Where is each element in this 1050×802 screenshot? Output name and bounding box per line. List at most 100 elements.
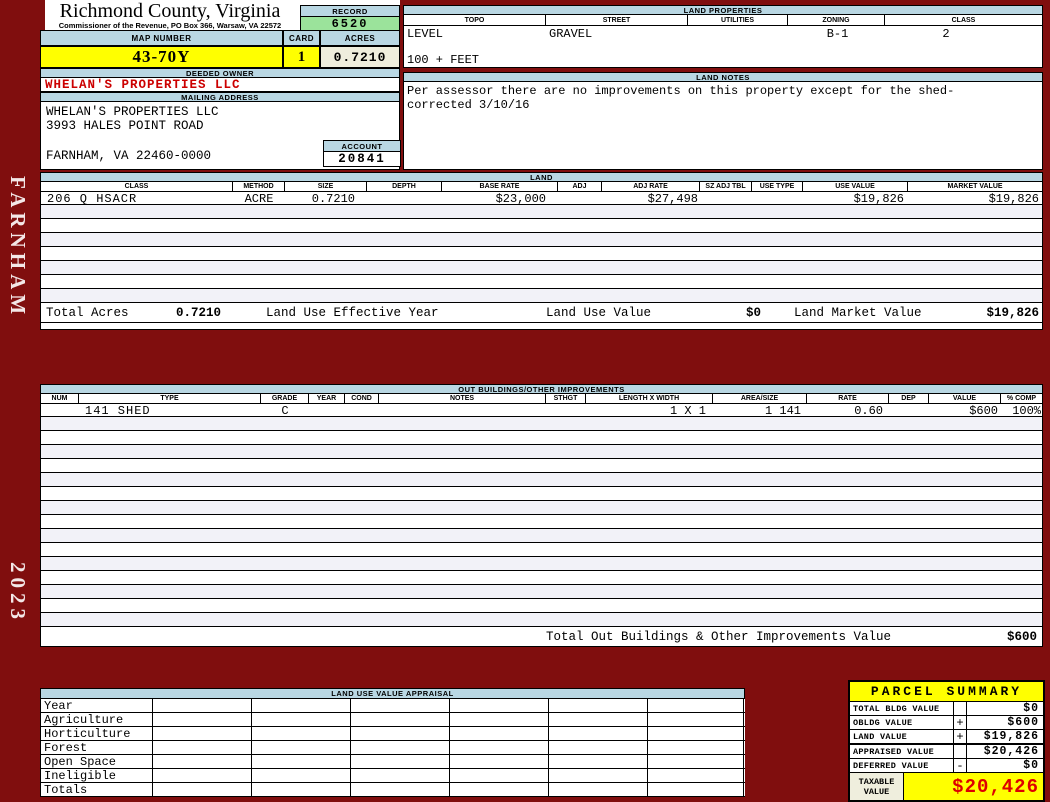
address-line-1: WHELAN'S PROPERTIES LLC <box>46 105 219 119</box>
out-buildings-section: OUT BUILDINGS/OTHER IMPROVEMENTS NUM TYP… <box>40 384 1043 647</box>
col-header-sz-adj-tbl: SZ ADJ TBL <box>700 182 752 191</box>
ps-taxable-row: TAXABLE VALUE $20,426 <box>850 773 1043 800</box>
out-buildings-empty-rows <box>40 417 1043 627</box>
col-header-zoning: ZONING <box>788 15 885 25</box>
card-value: 1 <box>283 46 320 68</box>
ps-value-land: $19,826 <box>983 730 1039 743</box>
col-header-size: SIZE <box>285 182 367 191</box>
col-header-grade: GRADE <box>261 394 309 403</box>
col-header-base-rate: BASE RATE <box>442 182 558 191</box>
col-header-type: TYPE <box>79 394 261 403</box>
land-empty-rows <box>40 205 1043 303</box>
col-header-class: CLASS <box>41 182 233 191</box>
lua-label-totals: Totals <box>41 783 153 796</box>
land-properties-values: LEVEL GRAVEL B-1 2 100 + FEET <box>403 26 1043 68</box>
col-header-length-width: LENGTH X WIDTH <box>586 394 713 403</box>
lua-row-agriculture: Agriculture <box>40 713 745 727</box>
ps-row-obldg: OBLDG VALUE + $600 <box>850 716 1043 730</box>
record-value: 6520 <box>300 16 400 31</box>
land-properties-headers: TOPO STREET UTILITIES ZONING CLASS <box>403 15 1043 26</box>
ps-label-obldg: OBLDG VALUE <box>850 716 954 729</box>
ps-label-land: LAND VALUE <box>850 730 954 743</box>
ps-row-deferred: DEFERRED VALUE - $0 <box>850 759 1043 773</box>
ps-op-appraised <box>954 745 967 758</box>
lua-label-horticulture: Horticulture <box>41 727 153 740</box>
ps-label-appraised: APPRAISED VALUE <box>850 745 954 758</box>
map-number-value: 43-70Y <box>40 46 283 68</box>
col-header-depth: DEPTH <box>367 182 442 191</box>
acres-value: 0.7210 <box>320 46 400 68</box>
col-header-area-size: AREA/SIZE <box>713 394 807 403</box>
col-header-rate: RATE <box>807 394 889 403</box>
card-label: CARD <box>283 30 320 46</box>
col-header-class: CLASS <box>951 16 976 24</box>
total-acres-value: 0.7210 <box>176 306 222 320</box>
land-method: ACRE <box>244 192 274 206</box>
ps-label-deferred: DEFERRED VALUE <box>850 759 954 772</box>
col-header-adj-rate: ADJ RATE <box>602 182 700 191</box>
col-header-value: VALUE <box>929 394 1001 403</box>
land-properties-section: LAND PROPERTIES TOPO STREET UTILITIES ZO… <box>403 5 1043 68</box>
account-value: 20841 <box>323 152 401 167</box>
land-totals-row: Total Acres 0.7210 Land Use Effective Ye… <box>40 303 1043 323</box>
lua-row-forest: Forest <box>40 741 745 755</box>
ps-value-deferred: $0 <box>1023 759 1039 772</box>
col-header-dep: DEP <box>889 394 929 403</box>
street-value: GRAVEL <box>549 27 593 41</box>
ps-value-total-bldg: $0 <box>1023 702 1039 715</box>
col-header-adj: ADJ <box>558 182 602 191</box>
lua-label-year: Year <box>41 699 153 712</box>
address-line-2: 3993 HALES POINT ROAD <box>46 119 204 133</box>
effective-year-label: Land Use Effective Year <box>266 306 439 320</box>
col-header-use-value: USE VALUE <box>803 182 908 191</box>
deeded-owner-name: WHELAN'S PROPERTIES LLC <box>45 78 241 92</box>
land-headers: CLASS METHOD SIZE DEPTH BASE RATE ADJ AD… <box>40 182 1043 192</box>
col-header-market-value: MARKET VALUE <box>947 183 1003 190</box>
lua-label-open-space: Open Space <box>41 755 153 768</box>
out-buildings-headers: NUM TYPE GRADE YEAR COND NOTES STHGT LEN… <box>40 394 1043 404</box>
out-building-data-row: 141 SHED C 1 X 1 1 141 0.60 $600 100% <box>40 404 1043 418</box>
ob-type: 141 SHED <box>85 404 151 418</box>
ob-length-width: 1 X 1 <box>669 404 706 418</box>
address-line-3: FARNHAM, VA 22460-0000 <box>46 149 212 163</box>
ps-row-land: LAND VALUE + $19,826 <box>850 730 1043 744</box>
topo-value: LEVEL <box>407 27 444 41</box>
col-header-method: METHOD <box>233 182 285 191</box>
ps-label-total-bldg: TOTAL BLDG VALUE <box>850 702 954 715</box>
ps-value-appraised: $20,426 <box>983 745 1039 758</box>
county-header-block: Richmond County, Virginia Commissioner o… <box>45 0 400 31</box>
land-use-appraisal-section: LAND USE VALUE APPRAISAL Year Agricultur… <box>40 688 745 797</box>
frontage-value: 100 + FEET <box>407 53 480 67</box>
lua-row-year: Year <box>40 699 745 713</box>
land-notes-section: LAND NOTES Per assessor there are no imp… <box>403 72 1043 170</box>
deeded-owner-label: DEEDED OWNER <box>40 68 400 78</box>
land-properties-title: LAND PROPERTIES <box>403 5 1043 15</box>
land-market-value-label: Land Market Value <box>794 306 922 320</box>
county-title: Richmond County, Virginia <box>59 0 281 22</box>
lua-label-agriculture: Agriculture <box>41 713 153 726</box>
ob-area-size: 1 141 <box>764 404 801 418</box>
col-header-sthgt: STHGT <box>546 394 586 403</box>
out-buildings-total-label: Total Out Buildings & Other Improvements… <box>546 630 892 644</box>
ob-pct-comp: 100% <box>1012 404 1041 418</box>
map-number-label: MAP NUMBER <box>40 30 283 46</box>
deeded-owner-value: WHELAN'S PROPERTIES LLC <box>40 78 400 92</box>
mailing-address-block: WHELAN'S PROPERTIES LLC 3993 HALES POINT… <box>40 102 401 170</box>
land-notes-title: LAND NOTES <box>403 72 1043 82</box>
col-header-num: NUM <box>41 394 79 403</box>
zoning-value: B-1 <box>826 27 849 41</box>
col-header-pct-comp: % COMP <box>1006 395 1037 402</box>
account-label: ACCOUNT <box>323 140 401 152</box>
land-market-value: $19,826 <box>988 192 1039 206</box>
out-buildings-title: OUT BUILDINGS/OTHER IMPROVEMENTS <box>40 384 1043 394</box>
col-header-notes: NOTES <box>379 394 546 403</box>
district-vertical-label: FARNHAM <box>6 176 30 320</box>
ob-value: $600 <box>969 404 998 418</box>
ps-row-total-bldg: TOTAL BLDG VALUE $0 <box>850 702 1043 716</box>
land-adj-rate: $27,498 <box>647 192 698 206</box>
land-use-value-label: Land Use Value <box>546 306 652 320</box>
land-title: LAND <box>40 172 1043 182</box>
lua-row-open-space: Open Space <box>40 755 745 769</box>
ps-op-deferred: - <box>954 759 967 773</box>
